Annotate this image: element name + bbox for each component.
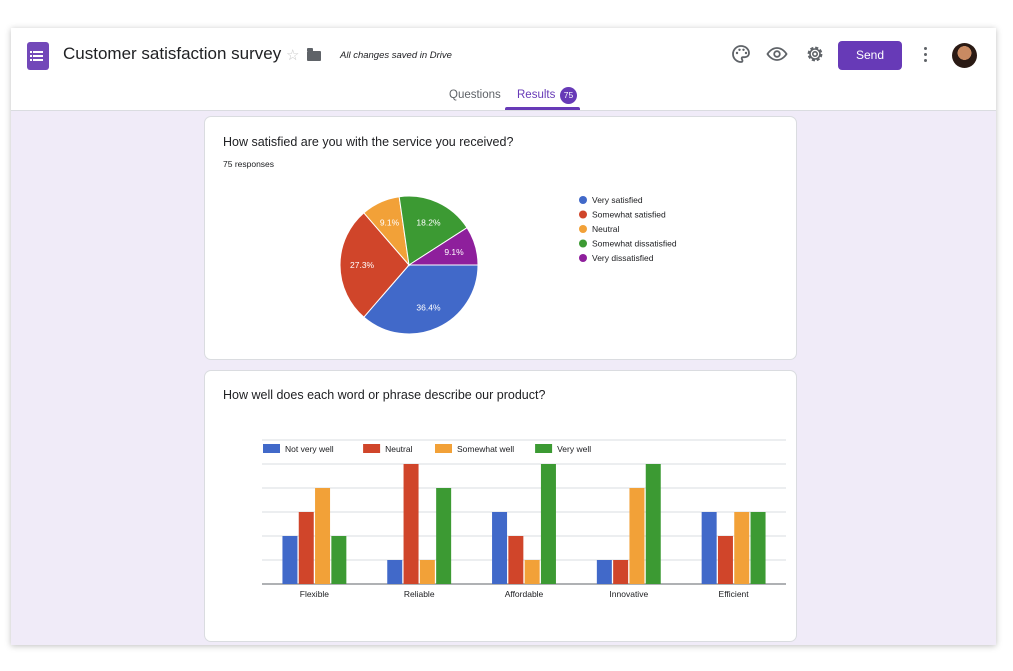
bar (540, 464, 556, 584)
bar (524, 560, 540, 584)
pie-slice (407, 227, 479, 266)
question-card-product-words: How well does each word or phrase descri… (204, 370, 797, 642)
pie-slice-label: 18.2% (416, 217, 441, 227)
legend-label: Very well (557, 444, 591, 454)
tab-results[interactable]: Results (517, 89, 556, 101)
legend-label: Somewhat well (457, 444, 514, 454)
pie-slice-label: 9.1% (380, 217, 400, 227)
bar (629, 488, 645, 584)
results-count-badge: 75 (560, 87, 577, 104)
legend-label: Not very well (285, 444, 334, 454)
header-bar: Customer satisfaction survey ☆ All chang… (11, 28, 996, 111)
bar (717, 536, 733, 584)
x-tick-label: Affordable (505, 589, 544, 599)
bar (613, 560, 629, 584)
more-vert-icon[interactable] (924, 47, 928, 63)
product-words-bar-chart: Flexible Reliable Affordable Innovative Effi… (262, 439, 786, 599)
bar (492, 512, 508, 584)
legend-label: Very dissatisfied (592, 253, 654, 263)
bar (734, 512, 750, 584)
doc-title[interactable]: Customer satisfaction survey (63, 44, 282, 63)
bar (315, 488, 331, 584)
bar (331, 536, 347, 584)
question-title: How well does each word or phrase descri… (223, 388, 546, 402)
bar (750, 512, 766, 584)
x-tick-label: Flexible (300, 589, 330, 599)
legend-label: Neutral (385, 444, 413, 454)
bar (298, 512, 314, 584)
tabs: Questions Results 75 (11, 84, 996, 110)
legend-swatch (579, 210, 587, 219)
pie-slice-label: 27.3% (350, 260, 375, 270)
active-tab-indicator (505, 107, 580, 110)
pie-slice-label: 36.4% (416, 303, 441, 313)
bar (387, 560, 403, 584)
palette-icon[interactable] (729, 42, 753, 66)
legend-label: Very satisfied (592, 195, 643, 205)
forms-app-icon[interactable] (27, 42, 49, 70)
eye-icon[interactable] (765, 42, 789, 66)
legend-label: Somewhat satisfied (592, 210, 666, 220)
question-card-satisfaction: How satisfied are you with the service y… (204, 116, 797, 360)
folder-icon[interactable] (307, 48, 321, 61)
gear-icon[interactable] (803, 42, 827, 66)
legend-label: Neutral (592, 224, 620, 234)
save-status: All changes saved in Drive (340, 50, 452, 61)
pie-slice (339, 212, 410, 318)
x-tick-label: Innovative (609, 589, 648, 599)
legend-label: Somewhat dissatisfied (592, 239, 677, 249)
response-count: 75 responses (223, 159, 275, 169)
bar (419, 560, 435, 584)
legend-swatch (579, 196, 587, 204)
legend-swatch (579, 225, 587, 233)
pie-slice (363, 264, 479, 335)
pie-slice-label: 9.1% (444, 247, 464, 257)
satisfaction-pie-chart: 36.4% 27.3% 9.1% 18.2% 9.1% Very satisfied Som… (339, 195, 677, 335)
bar (403, 464, 419, 584)
legend-swatch (363, 444, 381, 453)
bar (596, 560, 612, 584)
legend-swatch (263, 444, 280, 453)
question-title: How satisfied are you with the service y… (223, 135, 514, 149)
bar (645, 464, 661, 584)
tab-questions[interactable]: Questions (449, 89, 501, 101)
bar (282, 536, 298, 584)
forms-window: Customer satisfaction survey ☆ All chang… (11, 28, 996, 645)
pie-slice (398, 195, 468, 266)
legend-swatch (435, 444, 452, 453)
star-icon[interactable]: ☆ (286, 47, 300, 64)
x-tick-label: Efficient (719, 589, 750, 599)
bar (701, 512, 717, 584)
legend-swatch (579, 239, 587, 248)
send-button[interactable]: Send (838, 41, 902, 70)
avatar[interactable] (952, 43, 977, 68)
bar (436, 488, 452, 584)
legend-swatch (579, 254, 587, 262)
bar (508, 536, 524, 584)
legend-swatch (535, 444, 553, 453)
x-tick-label: Reliable (404, 589, 435, 599)
